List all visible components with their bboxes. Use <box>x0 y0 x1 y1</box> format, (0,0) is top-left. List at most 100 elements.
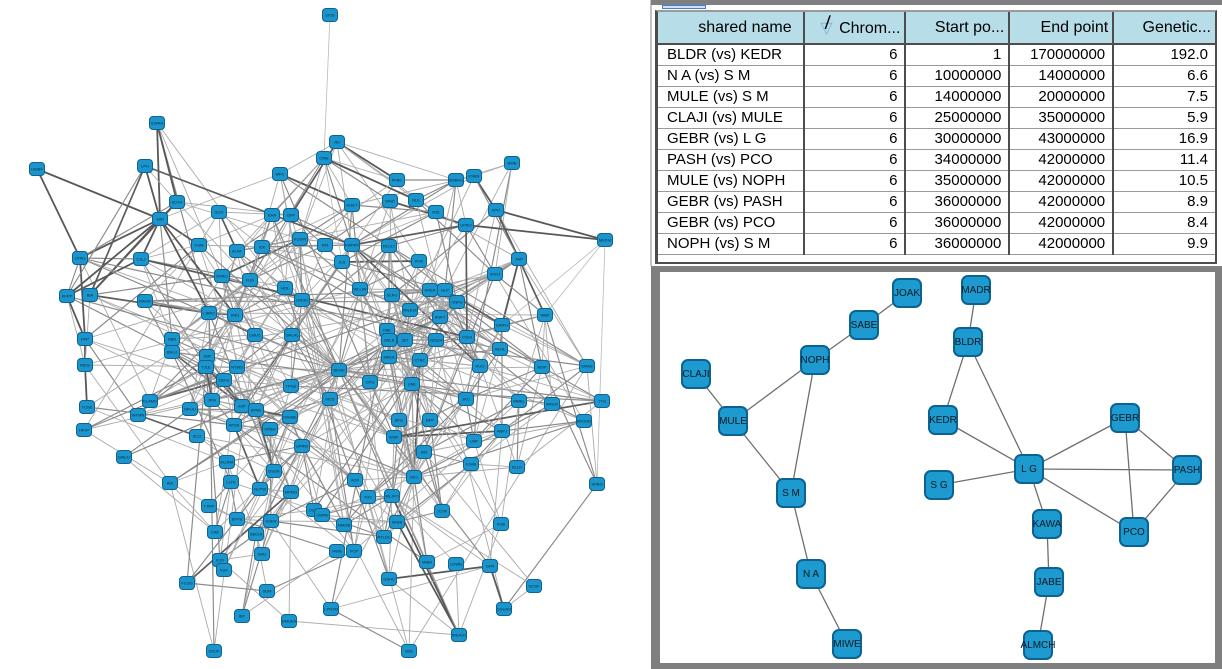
svg-text:HPJP: HPJP <box>79 428 90 433</box>
svg-text:DRAS: DRAS <box>581 364 592 369</box>
svg-text:MFC: MFC <box>276 172 285 177</box>
svg-text:WEAJO: WEAJO <box>452 633 466 638</box>
svg-text:CAK: CAK <box>211 530 220 535</box>
svg-text:MBBI: MBBI <box>422 560 432 565</box>
svg-text:HFBG: HFBG <box>591 482 602 487</box>
svg-text:RNJUS: RNJUS <box>403 308 417 313</box>
svg-text:PCO: PCO <box>1123 527 1145 538</box>
svg-text:REHL: REHL <box>495 347 506 352</box>
svg-text:NFBB: NFBB <box>392 520 403 525</box>
svg-text:FJHB: FJHB <box>466 462 476 467</box>
svg-text:MPMG: MPMG <box>285 490 297 495</box>
svg-text:DCSF: DCSF <box>529 584 540 589</box>
svg-text:LMP: LMP <box>470 439 479 444</box>
svg-text:MIWE: MIWE <box>833 639 861 650</box>
svg-text:ALNF: ALNF <box>232 249 243 254</box>
svg-text:CWE: CWE <box>319 156 329 161</box>
svg-text:TJWP: TJWP <box>204 504 215 509</box>
svg-text:MASN: MASN <box>139 299 151 304</box>
svg-text:SMBHU: SMBHU <box>449 178 464 183</box>
svg-text:BSUJ: BSUJ <box>167 350 177 355</box>
svg-text:CPG: CPG <box>366 380 375 385</box>
svg-text:KRER: KRER <box>424 288 435 293</box>
svg-text:JSR: JSR <box>203 354 211 359</box>
svg-text:IBT: IBT <box>239 614 246 619</box>
svg-text:PCP: PCP <box>350 549 359 554</box>
svg-text:JABE: JABE <box>1036 577 1061 588</box>
svg-text:UPRW: UPRW <box>296 444 308 449</box>
svg-text:KGSW: KGSW <box>294 237 306 242</box>
svg-text:RUO: RUO <box>476 364 485 369</box>
svg-text:KGET: KGET <box>347 203 358 208</box>
svg-text:ICK: ICK <box>259 245 266 250</box>
svg-text:CSHI: CSHI <box>462 335 472 340</box>
svg-text:UWFH: UWFH <box>496 323 508 328</box>
svg-text:LPNTM: LPNTM <box>324 607 338 612</box>
svg-text:CNFU: CNFU <box>451 300 462 305</box>
svg-text:FUF: FUF <box>220 568 228 573</box>
svg-text:AIS: AIS <box>167 481 174 486</box>
svg-text:BFG: BFG <box>395 418 403 423</box>
svg-text:AOP: AOP <box>351 478 360 483</box>
svg-text:JLS: JLS <box>339 260 346 265</box>
svg-text:UUO: UUO <box>215 210 224 215</box>
svg-text:EPAD: EPAD <box>251 408 262 413</box>
svg-text:TUSE: TUSE <box>82 405 93 410</box>
svg-text:CLAMD: CLAMD <box>143 399 157 404</box>
svg-text:OEFU: OEFU <box>218 378 229 383</box>
svg-text:IOWN: IOWN <box>469 174 480 179</box>
svg-text:JKJ: JKJ <box>334 140 341 145</box>
svg-text:LLTE: LLTE <box>226 480 236 485</box>
svg-text:BLLK: BLLK <box>512 465 522 470</box>
svg-text:TTG: TTG <box>598 399 606 404</box>
svg-text:WBP: WBP <box>540 313 549 318</box>
svg-text:PIR: PIR <box>322 243 329 248</box>
svg-text:KRU: KRU <box>231 313 240 318</box>
svg-text:LJBNC: LJBNC <box>203 311 216 316</box>
svg-text:KEDR: KEDR <box>929 415 957 426</box>
svg-text:MCD: MCD <box>325 397 334 402</box>
svg-text:APSS: APSS <box>229 423 240 428</box>
svg-text:GFF: GFF <box>287 213 296 218</box>
svg-text:EJO: EJO <box>216 558 224 563</box>
svg-text:OJWB: OJWB <box>450 562 462 567</box>
svg-text:ALMCH: ALMCH <box>1020 640 1055 651</box>
svg-text:CGUAO: CGUAO <box>497 607 512 612</box>
svg-text:TPGE: TPGE <box>286 384 297 389</box>
svg-text:WTMN: WTMN <box>132 413 145 418</box>
svg-text:MEDM: MEDM <box>599 238 611 243</box>
svg-text:L G: L G <box>1021 464 1037 475</box>
svg-text:NOPH: NOPH <box>801 355 830 366</box>
svg-text:EKIS: EKIS <box>325 13 334 18</box>
svg-text:WNLR: WNLR <box>546 402 558 407</box>
svg-text:DSGA: DSGA <box>268 469 280 474</box>
svg-text:BPP: BPP <box>426 418 434 423</box>
svg-text:LWLB: LWLB <box>384 338 395 343</box>
svg-text:JOAK: JOAK <box>894 288 920 299</box>
svg-text:IEJJ: IEJJ <box>193 434 201 439</box>
svg-text:IKIOJ: IKIOJ <box>490 272 500 277</box>
svg-text:HWB: HWB <box>332 549 342 554</box>
svg-text:KFP: KFP <box>81 337 89 342</box>
svg-text:MULE: MULE <box>719 416 747 427</box>
svg-text:PFBC: PFBC <box>392 178 403 183</box>
svg-text:MADR: MADR <box>961 285 990 296</box>
svg-text:KUJRA: KUJRA <box>220 460 233 465</box>
svg-text:JET: JET <box>401 338 409 343</box>
svg-text:ANPJ: ANPJ <box>497 429 507 434</box>
svg-text:LMUC: LMUC <box>249 333 260 338</box>
svg-text:DAEJJ: DAEJJ <box>118 455 130 460</box>
svg-text:GSHC: GSHC <box>383 577 395 582</box>
svg-text:CLAJI: CLAJI <box>682 369 709 380</box>
svg-text:WLLIW: WLLIW <box>353 287 366 292</box>
svg-text:EFPS: EFPS <box>232 517 243 522</box>
svg-text:SDE: SDE <box>405 649 414 654</box>
svg-text:SID: SID <box>421 450 428 455</box>
svg-text:FWPKF: FWPKF <box>345 243 360 248</box>
svg-text:S G: S G <box>930 480 947 491</box>
svg-text:MMEL: MMEL <box>513 399 525 404</box>
svg-text:GHLAL: GHLAL <box>285 333 299 338</box>
svg-text:FGB: FGB <box>497 522 506 527</box>
svg-text:GLP: GLP <box>441 288 449 293</box>
svg-text:DMUEA: DMUEA <box>282 619 297 624</box>
